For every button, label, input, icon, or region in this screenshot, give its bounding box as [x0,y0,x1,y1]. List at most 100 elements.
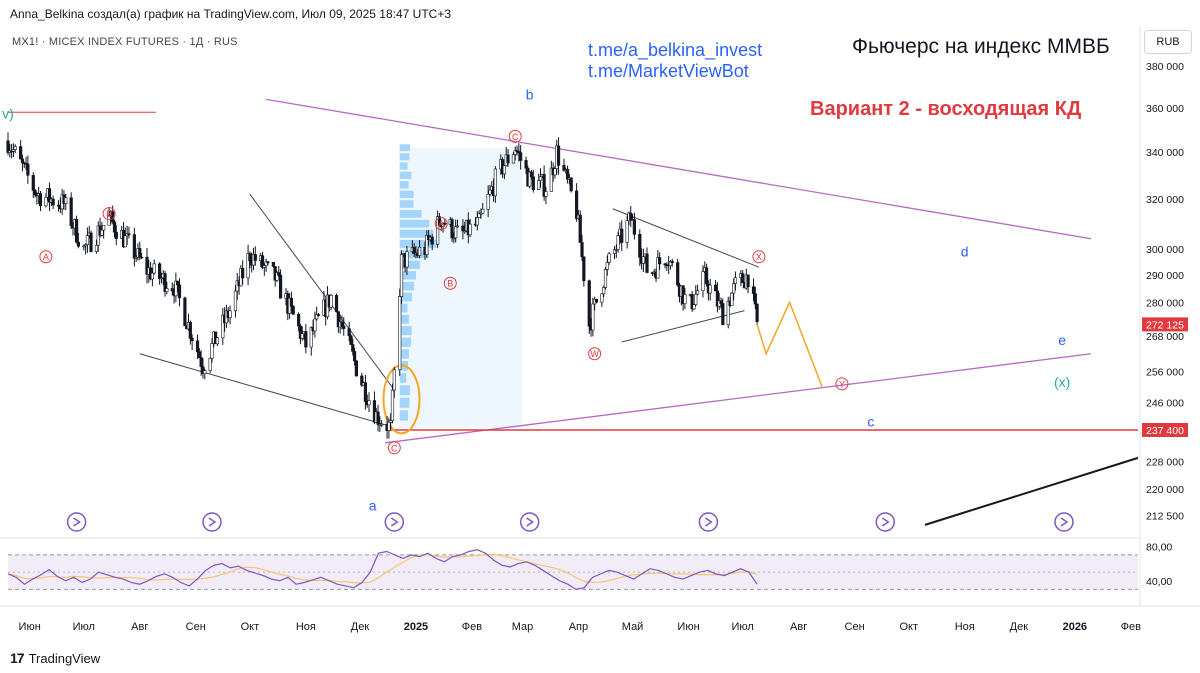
candle-body [124,236,127,247]
time-tick-label: 2025 [404,621,428,633]
time-tick-label: Июл [732,621,754,633]
candle-body [203,371,206,374]
candle-body [301,334,304,339]
candle-body [138,248,141,257]
price-tick-label: 256 000 [1146,367,1184,379]
candle-body [14,147,17,150]
time-tick-label: Сен [845,621,865,633]
telegram-link-2[interactable]: t.me/MarketViewBot [588,61,762,82]
candle-body [290,298,293,306]
candle-body [731,293,734,306]
candle-body [184,298,187,326]
volume-profile-bar [400,326,412,335]
candle-body [671,261,674,262]
candle-body [684,294,687,303]
candle-body [178,285,181,298]
candle-body [756,304,759,322]
volume-profile-bar [400,153,410,160]
candle-body [196,341,199,352]
candle-body [335,295,338,311]
candle-body [70,198,73,226]
candle-body [642,257,645,264]
candle-body [588,281,591,326]
wave-label: X [756,252,762,262]
time-tick-label: Авг [131,621,148,633]
wave-label: d [961,244,969,260]
candle-body [305,331,308,347]
volume-profile-bar [400,210,422,218]
candle-body [297,314,300,326]
tradingview-logo-icon: 17 [10,650,24,666]
wave-label: e [1058,332,1066,348]
candle-body [101,230,104,235]
candle-body [620,229,623,242]
candle-body [431,237,434,244]
tradingview-logo-text: TradingView [29,651,101,666]
time-tick-label: Окт [241,621,260,633]
variant-label: Вариант 2 - восходящая КД [810,98,1081,121]
candle-body [579,215,582,242]
candle-body [380,424,383,425]
candle-body [368,401,371,405]
candle-body [602,287,605,293]
candle-body [583,257,586,281]
telegram-link-1[interactable]: t.me/a_belkina_invest [588,40,762,61]
volume-profile-bar [400,398,410,408]
candle-body [272,262,275,266]
price-tick-label: 290 000 [1146,270,1184,282]
candle-body [198,352,201,358]
candle-body [115,232,118,238]
candle-body [353,351,356,360]
candle-body [158,264,161,279]
event-marker-icon [385,513,403,531]
candle-body [754,294,757,304]
candle-body [229,311,232,318]
candle-body [539,177,542,181]
candle-body [747,275,750,287]
candle-body [734,278,737,284]
candle-body [469,224,472,235]
event-marker-icon [521,513,539,531]
candle-body [267,262,270,263]
candle-body [702,272,705,291]
volume-profile-bar [400,162,408,169]
candle-body [592,304,595,330]
candle-body [171,289,174,291]
event-marker-icon [876,513,894,531]
currency-button[interactable]: RUB [1144,30,1192,54]
candle-body [709,285,712,293]
last-price-label: 272 125 [1146,319,1184,331]
time-tick-label: Дек [1010,621,1029,633]
candle-body [581,242,584,256]
symbol-title[interactable]: MX1! · MICEX INDEX FUTURES · 1Д · RUS [12,36,238,48]
candle-body [330,295,333,307]
candle-body [741,274,744,283]
time-tick-label: Окт [899,621,918,633]
candle-body [176,281,179,285]
time-tick-label: Ноя [296,621,316,633]
volume-profile-bar [400,410,408,420]
candle-body [732,284,735,293]
candle-body [342,326,345,329]
wave-label: B [447,279,453,289]
candle-body [557,146,560,165]
candle-body [489,190,492,194]
time-tick-label: Июн [19,621,41,633]
price-tick-label: 380 000 [1146,61,1184,73]
candle-body [249,254,252,261]
candle-body [570,178,573,191]
candle-body [722,304,725,325]
candle-body [234,291,237,311]
volume-profile-bar [400,373,406,383]
candle-body [27,164,30,175]
candle-body [606,262,609,269]
wave-label: v) [2,106,14,122]
time-tick-label: Авг [790,621,807,633]
candle-body [314,319,317,331]
time-tick-label: Сен [186,621,206,633]
candle-body [519,153,522,161]
wave-label: b [526,86,534,102]
volume-profile-bar [400,144,410,151]
price-tick-label: 360 000 [1146,103,1184,115]
event-marker-icon [68,513,86,531]
